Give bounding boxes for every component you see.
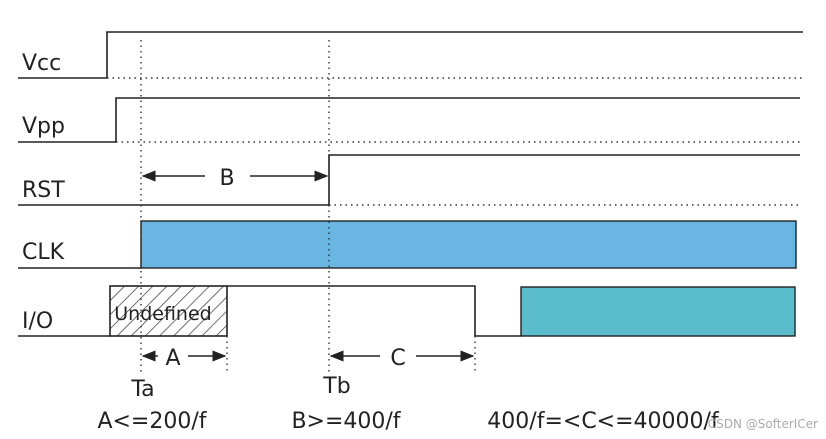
marker-label: Tb [322, 374, 350, 399]
waveform [227, 285, 521, 337]
signal-label: Vcc [22, 51, 61, 76]
interval-label: C [390, 346, 405, 371]
constraint: A<=200/f [97, 409, 207, 434]
constraint: 400/f=<C<=40000/f [487, 409, 720, 434]
marker-label: Ta [130, 377, 154, 402]
signal-label: CLK [22, 240, 65, 265]
signal-label: I/O [22, 309, 53, 334]
region-label: Undefined [114, 303, 211, 325]
interval-label: A [165, 346, 180, 371]
interval-label: B [219, 166, 234, 191]
waveform [18, 154, 800, 206]
signal-label: Vpp [22, 114, 65, 139]
data-block [520, 286, 796, 337]
constraint: B>=400/f [291, 409, 401, 434]
waveform [18, 97, 800, 143]
undefined-region [109, 285, 228, 337]
signal-label: RST [22, 178, 65, 203]
clock-block [140, 220, 797, 269]
waveform [18, 31, 803, 79]
watermark: CSDN @SofterICer [708, 417, 818, 431]
